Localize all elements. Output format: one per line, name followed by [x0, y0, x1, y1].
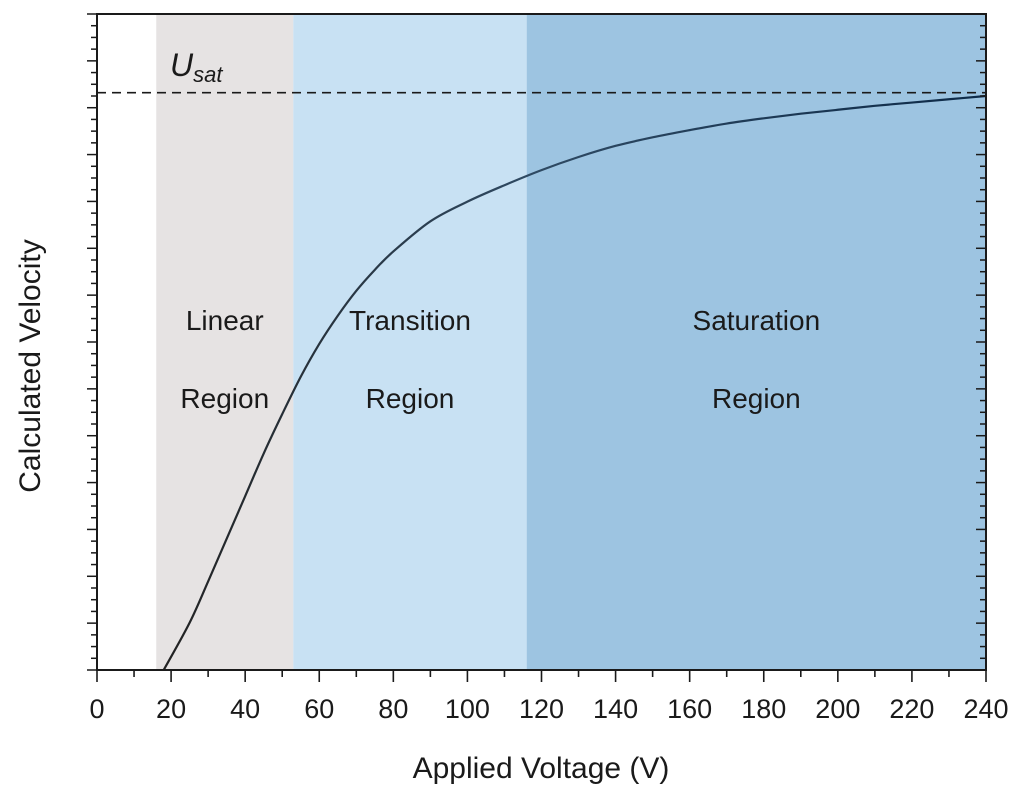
x-tick-label: 240 [963, 694, 1008, 724]
axes-layer: 0 20 40 60 80 100 120 140 160 180 200 220 240 [87, 13, 1009, 724]
region-transition [293, 14, 527, 670]
regions-layer [156, 14, 986, 670]
text-layer: Usat Applied Voltage (V) Calculated Velo… [14, 47, 669, 785]
x-tick-label: 120 [519, 694, 564, 724]
x-tick-label: 20 [156, 694, 186, 724]
curve-layer [162, 94, 987, 671]
usat-label-sub: sat [193, 62, 223, 87]
usat-label-main: U [170, 47, 194, 83]
region-linear [156, 14, 294, 670]
usat-label: Usat [170, 47, 223, 87]
region-label-transition-line1: Transition [349, 305, 471, 336]
x-tick-label: 180 [741, 694, 786, 724]
region-label-saturation-line2: Region [712, 383, 801, 414]
x-tick-label: 200 [815, 694, 860, 724]
x-tick-label: 140 [593, 694, 638, 724]
x-tick-label: 80 [378, 694, 408, 724]
velocity-curve [162, 94, 987, 671]
region-saturation [526, 14, 986, 670]
region-label-linear-line2: Region [180, 383, 269, 414]
region-labels-layer: Linear Region Transition Region Saturation Re… [180, 305, 820, 414]
x-tick-label: 60 [304, 694, 334, 724]
region-label-transition-line2: Region [366, 383, 455, 414]
region-label-saturation-line1: Saturation [693, 305, 821, 336]
x-tick-label: 100 [445, 694, 490, 724]
x-tick-label: 40 [230, 694, 260, 724]
y-axis-title: Calculated Velocity [14, 239, 47, 492]
x-tick-label: 220 [889, 694, 934, 724]
x-tick-label: 0 [89, 694, 104, 724]
x-axis-title: Applied Voltage (V) [413, 752, 670, 785]
region-label-linear-line1: Linear [186, 305, 264, 336]
x-tick-label: 160 [667, 694, 712, 724]
